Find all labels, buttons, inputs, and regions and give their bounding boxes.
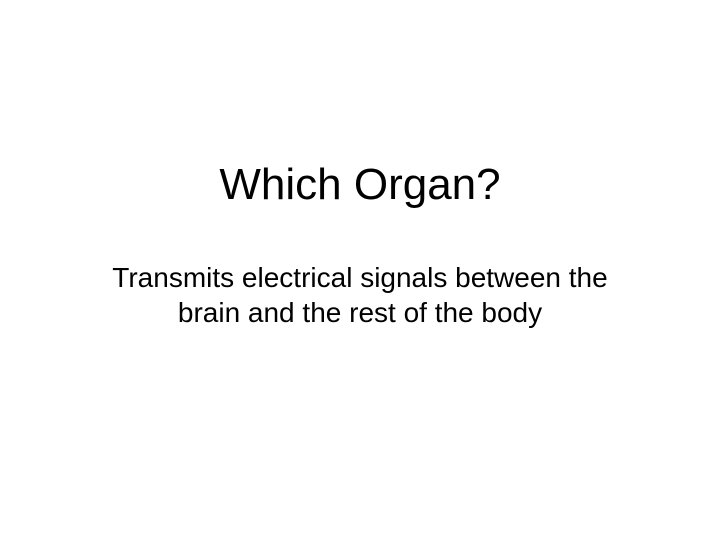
slide-title: Which Organ? (219, 160, 500, 210)
slide-body-text: Transmits electrical signals between the… (100, 260, 620, 330)
slide-container: Which Organ? Transmits electrical signal… (0, 0, 720, 540)
